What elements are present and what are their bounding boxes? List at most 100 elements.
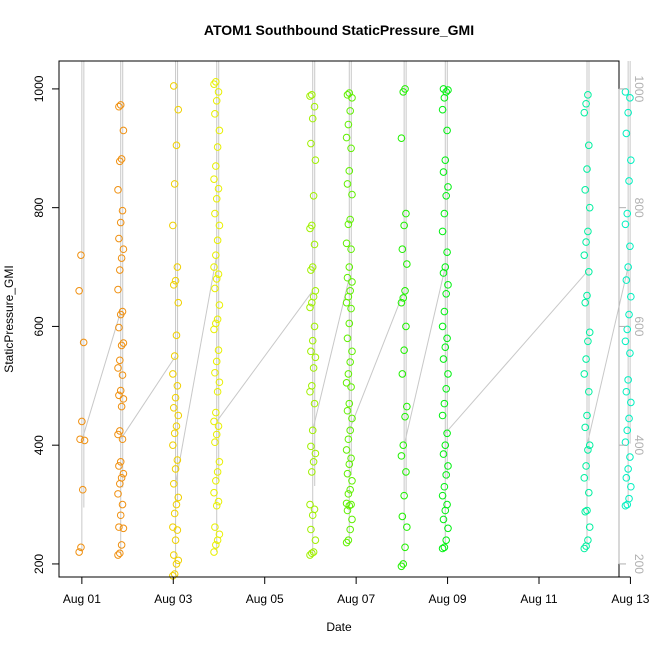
data-point [585, 523, 594, 531]
data-point [77, 543, 85, 552]
data-point [348, 278, 356, 286]
data-point [442, 536, 450, 544]
data-point [401, 286, 409, 295]
data-point [342, 239, 351, 248]
data-point [625, 310, 633, 319]
data-point [343, 91, 352, 99]
data-point [119, 126, 128, 135]
data-point [399, 294, 408, 302]
data-point [626, 94, 634, 102]
data-point [212, 251, 220, 259]
data-point [403, 402, 411, 411]
data-point [440, 543, 449, 552]
data-point [583, 165, 591, 173]
data-point [214, 422, 223, 430]
data-point [401, 85, 409, 93]
data-point [118, 307, 127, 316]
data-point [212, 357, 221, 366]
data-point [214, 497, 223, 506]
data-point [581, 298, 590, 307]
data-point [582, 462, 590, 470]
data-point [342, 379, 351, 387]
data-point [214, 184, 223, 193]
data-point [212, 430, 221, 439]
data-point [621, 501, 630, 510]
data-point [116, 511, 125, 520]
data-point [442, 384, 450, 393]
data-point [444, 86, 452, 94]
data-point [438, 544, 447, 553]
data-point [585, 328, 594, 337]
data-point [399, 441, 408, 449]
data-point [397, 134, 406, 142]
data-point [215, 301, 224, 309]
data-point [343, 506, 352, 515]
data-point [116, 458, 125, 466]
data-point [585, 387, 593, 396]
data-point [348, 515, 356, 524]
data-point [580, 474, 589, 482]
data-point [398, 512, 407, 521]
y-tick-label-right: 600 [632, 316, 646, 336]
data-point [169, 523, 177, 531]
data-point [438, 322, 447, 331]
data-point [584, 91, 592, 99]
y-tick-label: 1000 [32, 75, 46, 102]
data-point [441, 156, 450, 164]
data-point [308, 91, 316, 99]
track-connector [175, 255, 218, 484]
data-point [621, 337, 630, 346]
data-point [311, 286, 320, 295]
data-point [212, 77, 220, 86]
data-point [624, 263, 632, 271]
data-point [170, 180, 179, 188]
data-point [75, 286, 83, 295]
data-point [622, 276, 631, 284]
data-point [581, 507, 590, 516]
data-point [442, 191, 450, 200]
y-tick-label: 800 [32, 197, 46, 217]
data-point [76, 435, 84, 444]
data-point [170, 352, 179, 360]
data-point [116, 218, 125, 227]
data-point [118, 500, 127, 509]
data-point [625, 177, 633, 185]
data-point [580, 544, 589, 553]
y-tick-label-right: 800 [632, 198, 646, 218]
data-point [582, 355, 590, 363]
y-axis: 200 400 600 800 1000 [32, 75, 60, 574]
data-point [624, 108, 632, 117]
data-point [214, 88, 223, 96]
data-point [117, 254, 126, 262]
data-point [173, 263, 182, 271]
data-point [346, 525, 354, 534]
data-point [117, 541, 126, 549]
data-point [585, 488, 593, 497]
data-point [308, 263, 317, 271]
data-point [119, 245, 128, 254]
data-point [443, 334, 451, 343]
data-point [582, 238, 590, 246]
data-point [210, 80, 218, 88]
data-point [215, 458, 224, 466]
data-point [343, 469, 352, 478]
data-point [444, 281, 452, 289]
data-point [119, 339, 128, 347]
data-point [215, 378, 224, 387]
data-point [584, 536, 592, 544]
data-point [580, 370, 589, 378]
y-axis-title: StaticPressure_GMI [2, 265, 16, 372]
data-point [116, 549, 124, 558]
data-point [345, 167, 354, 175]
x-tick-label: Aug 07 [337, 592, 375, 606]
data-point [397, 298, 406, 307]
data-point [397, 452, 406, 460]
data-point [309, 548, 318, 556]
data-point [172, 422, 181, 430]
data-point [403, 260, 411, 268]
data-point [307, 442, 315, 451]
data-point [311, 449, 320, 458]
data-point [115, 462, 123, 470]
data-point [623, 209, 632, 218]
data-point [347, 144, 355, 153]
